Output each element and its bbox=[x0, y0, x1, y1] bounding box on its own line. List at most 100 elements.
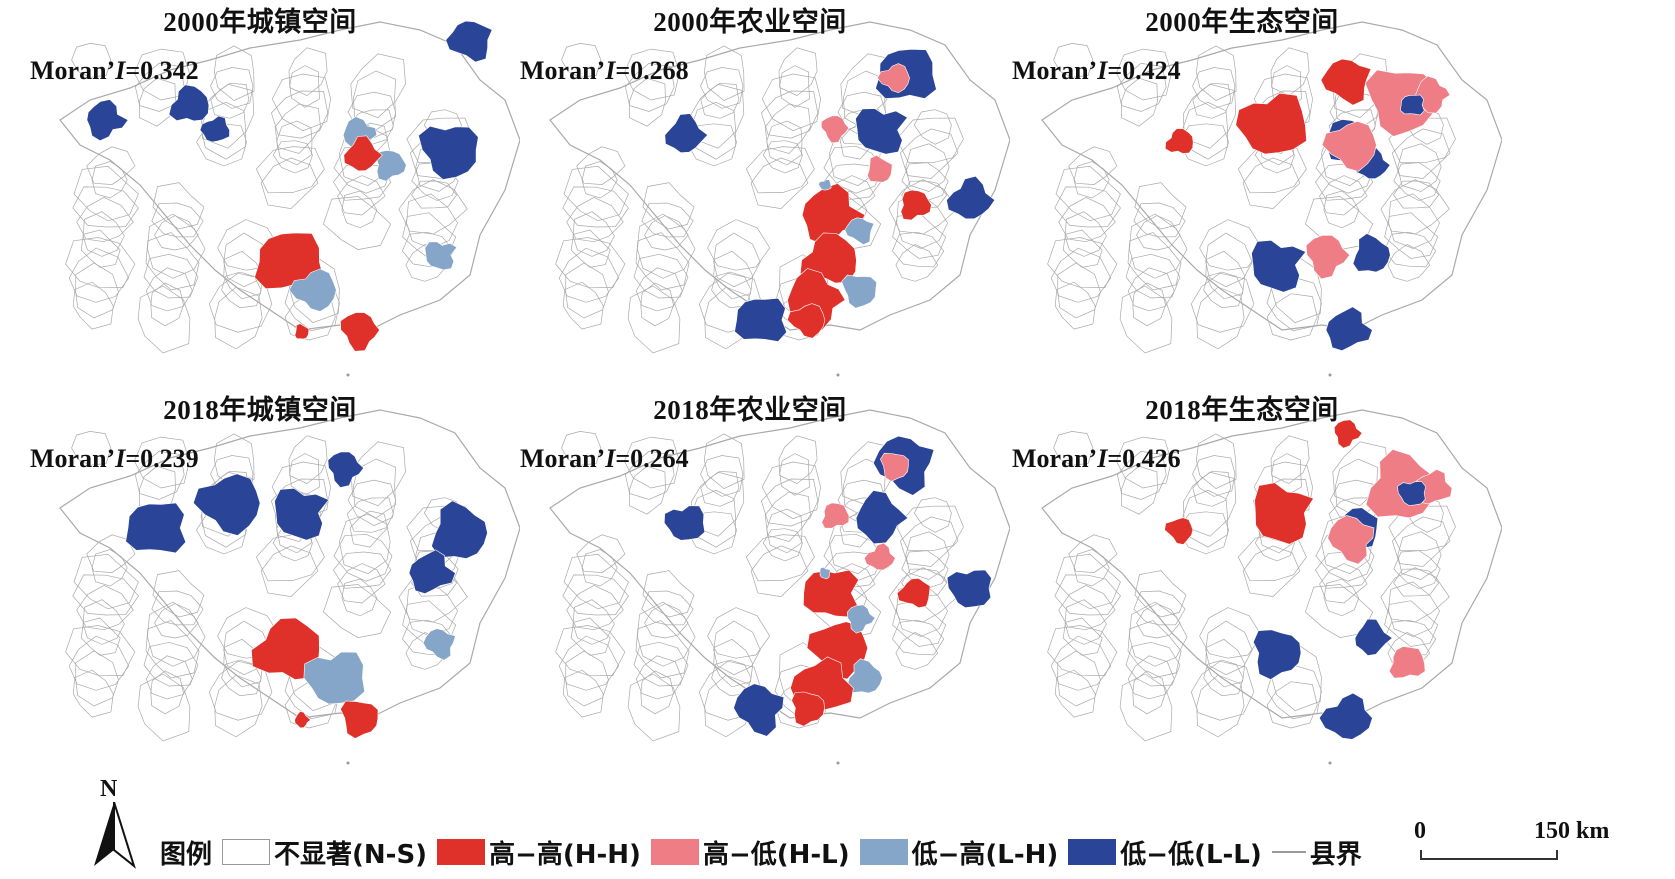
cluster-lh bbox=[376, 150, 407, 182]
county-boundary bbox=[337, 175, 386, 216]
map-agri-2018 bbox=[549, 409, 1010, 765]
county-boundary bbox=[288, 435, 328, 485]
county-boundary bbox=[633, 641, 689, 687]
county-boundary bbox=[1192, 455, 1236, 497]
cluster-ll bbox=[418, 125, 479, 180]
county-boundary bbox=[1116, 436, 1172, 489]
county-boundary bbox=[761, 90, 819, 139]
county-boundary bbox=[214, 286, 263, 350]
county-boundary bbox=[1057, 262, 1101, 319]
legend-label-lh: 低−高(L-H) bbox=[911, 839, 1059, 870]
legend-label-boundary: 县界 bbox=[1309, 839, 1362, 870]
moran-label: Moran’I=0.424 bbox=[1012, 56, 1181, 85]
legend-label-ll: 低−低(L-L) bbox=[1120, 839, 1262, 870]
county-boundary bbox=[704, 286, 753, 350]
county-boundary bbox=[1054, 574, 1121, 616]
cluster-ll bbox=[734, 297, 788, 342]
county-boundary bbox=[1050, 635, 1112, 691]
county-boundary bbox=[700, 455, 744, 497]
county-boundary bbox=[745, 534, 815, 582]
county-boundary bbox=[1062, 229, 1103, 268]
cluster-ll bbox=[1354, 618, 1393, 656]
county-boundary bbox=[1242, 157, 1301, 209]
county-boundary bbox=[625, 62, 675, 112]
cluster-ll bbox=[663, 505, 706, 541]
county-boundary bbox=[899, 128, 959, 179]
county-boundary bbox=[1132, 282, 1166, 327]
county-boundary bbox=[1182, 489, 1228, 548]
cluster-ll bbox=[125, 502, 187, 554]
county-boundary bbox=[576, 146, 626, 185]
county-boundary bbox=[566, 197, 624, 243]
county-boundary bbox=[71, 431, 112, 466]
county-boundary bbox=[1182, 101, 1228, 160]
county-boundary bbox=[1073, 161, 1110, 199]
county-boundary bbox=[1266, 293, 1318, 341]
county-boundary bbox=[333, 551, 392, 589]
legend-item-boundary: 县界 bbox=[1271, 834, 1362, 871]
county-boundary bbox=[196, 123, 247, 167]
county-boundary bbox=[1053, 43, 1094, 78]
county-boundary bbox=[1116, 48, 1172, 101]
county-boundary bbox=[221, 659, 262, 697]
panel-title: 2018年城镇空间 bbox=[163, 395, 357, 425]
county-boundary bbox=[91, 549, 128, 587]
panel-title: 2000年生态空间 bbox=[1145, 7, 1339, 37]
cluster-lh bbox=[819, 566, 832, 580]
county-boundary bbox=[761, 478, 819, 527]
cluster-ll bbox=[431, 500, 488, 559]
county-boundary bbox=[322, 196, 392, 250]
county-boundary bbox=[703, 433, 745, 490]
county-boundary bbox=[901, 180, 948, 209]
county-boundary bbox=[289, 642, 340, 712]
county-boundary bbox=[1057, 650, 1101, 707]
county-boundary bbox=[349, 510, 388, 548]
county-boundary bbox=[1125, 253, 1181, 299]
island-dot bbox=[836, 761, 840, 765]
county-boundary bbox=[1050, 247, 1112, 303]
scale-end: 150 km bbox=[1534, 818, 1610, 844]
cluster-hl bbox=[821, 502, 850, 529]
cluster-hh bbox=[1320, 58, 1372, 106]
county-boundary bbox=[700, 82, 740, 119]
county-boundary bbox=[272, 140, 313, 174]
county-boundary bbox=[913, 497, 952, 533]
cluster-lh bbox=[844, 217, 875, 246]
cluster-hl bbox=[1321, 120, 1377, 172]
county-boundary bbox=[703, 45, 745, 102]
county-boundary bbox=[555, 237, 626, 288]
county-boundary bbox=[823, 145, 883, 194]
county-boundary bbox=[640, 282, 674, 327]
cluster-hh bbox=[791, 691, 825, 727]
county-boundary bbox=[570, 617, 611, 656]
county-boundary bbox=[406, 193, 458, 249]
county-boundary bbox=[1121, 465, 1158, 515]
county-boundary bbox=[562, 669, 604, 718]
cluster-hh bbox=[340, 312, 380, 352]
scale-bar-line bbox=[1420, 850, 1558, 860]
county-boundary bbox=[1242, 545, 1301, 597]
county-boundary bbox=[713, 638, 754, 688]
county-boundary bbox=[72, 281, 114, 330]
county-boundary bbox=[143, 641, 199, 687]
island-dot bbox=[836, 373, 840, 377]
county-boundary bbox=[1388, 117, 1456, 164]
cluster-lh bbox=[424, 241, 458, 271]
county-boundary bbox=[145, 232, 200, 291]
county-boundary bbox=[1266, 681, 1318, 729]
county-boundary bbox=[72, 669, 114, 718]
county-boundary bbox=[1064, 211, 1107, 257]
county-boundary bbox=[338, 513, 391, 575]
legend-item-lh: 低−高(L-H) bbox=[859, 834, 1059, 871]
county-boundary bbox=[1203, 659, 1244, 697]
cluster-hl bbox=[1388, 646, 1426, 679]
cluster-ll bbox=[733, 683, 785, 737]
county-boundary bbox=[91, 161, 128, 199]
county-boundary bbox=[562, 574, 629, 616]
county-boundary bbox=[1053, 431, 1094, 466]
county-boundary bbox=[891, 231, 945, 268]
county-boundary bbox=[68, 635, 130, 691]
cluster-hl bbox=[1305, 234, 1351, 280]
county-boundary bbox=[1388, 505, 1456, 552]
county-boundary bbox=[341, 578, 378, 617]
